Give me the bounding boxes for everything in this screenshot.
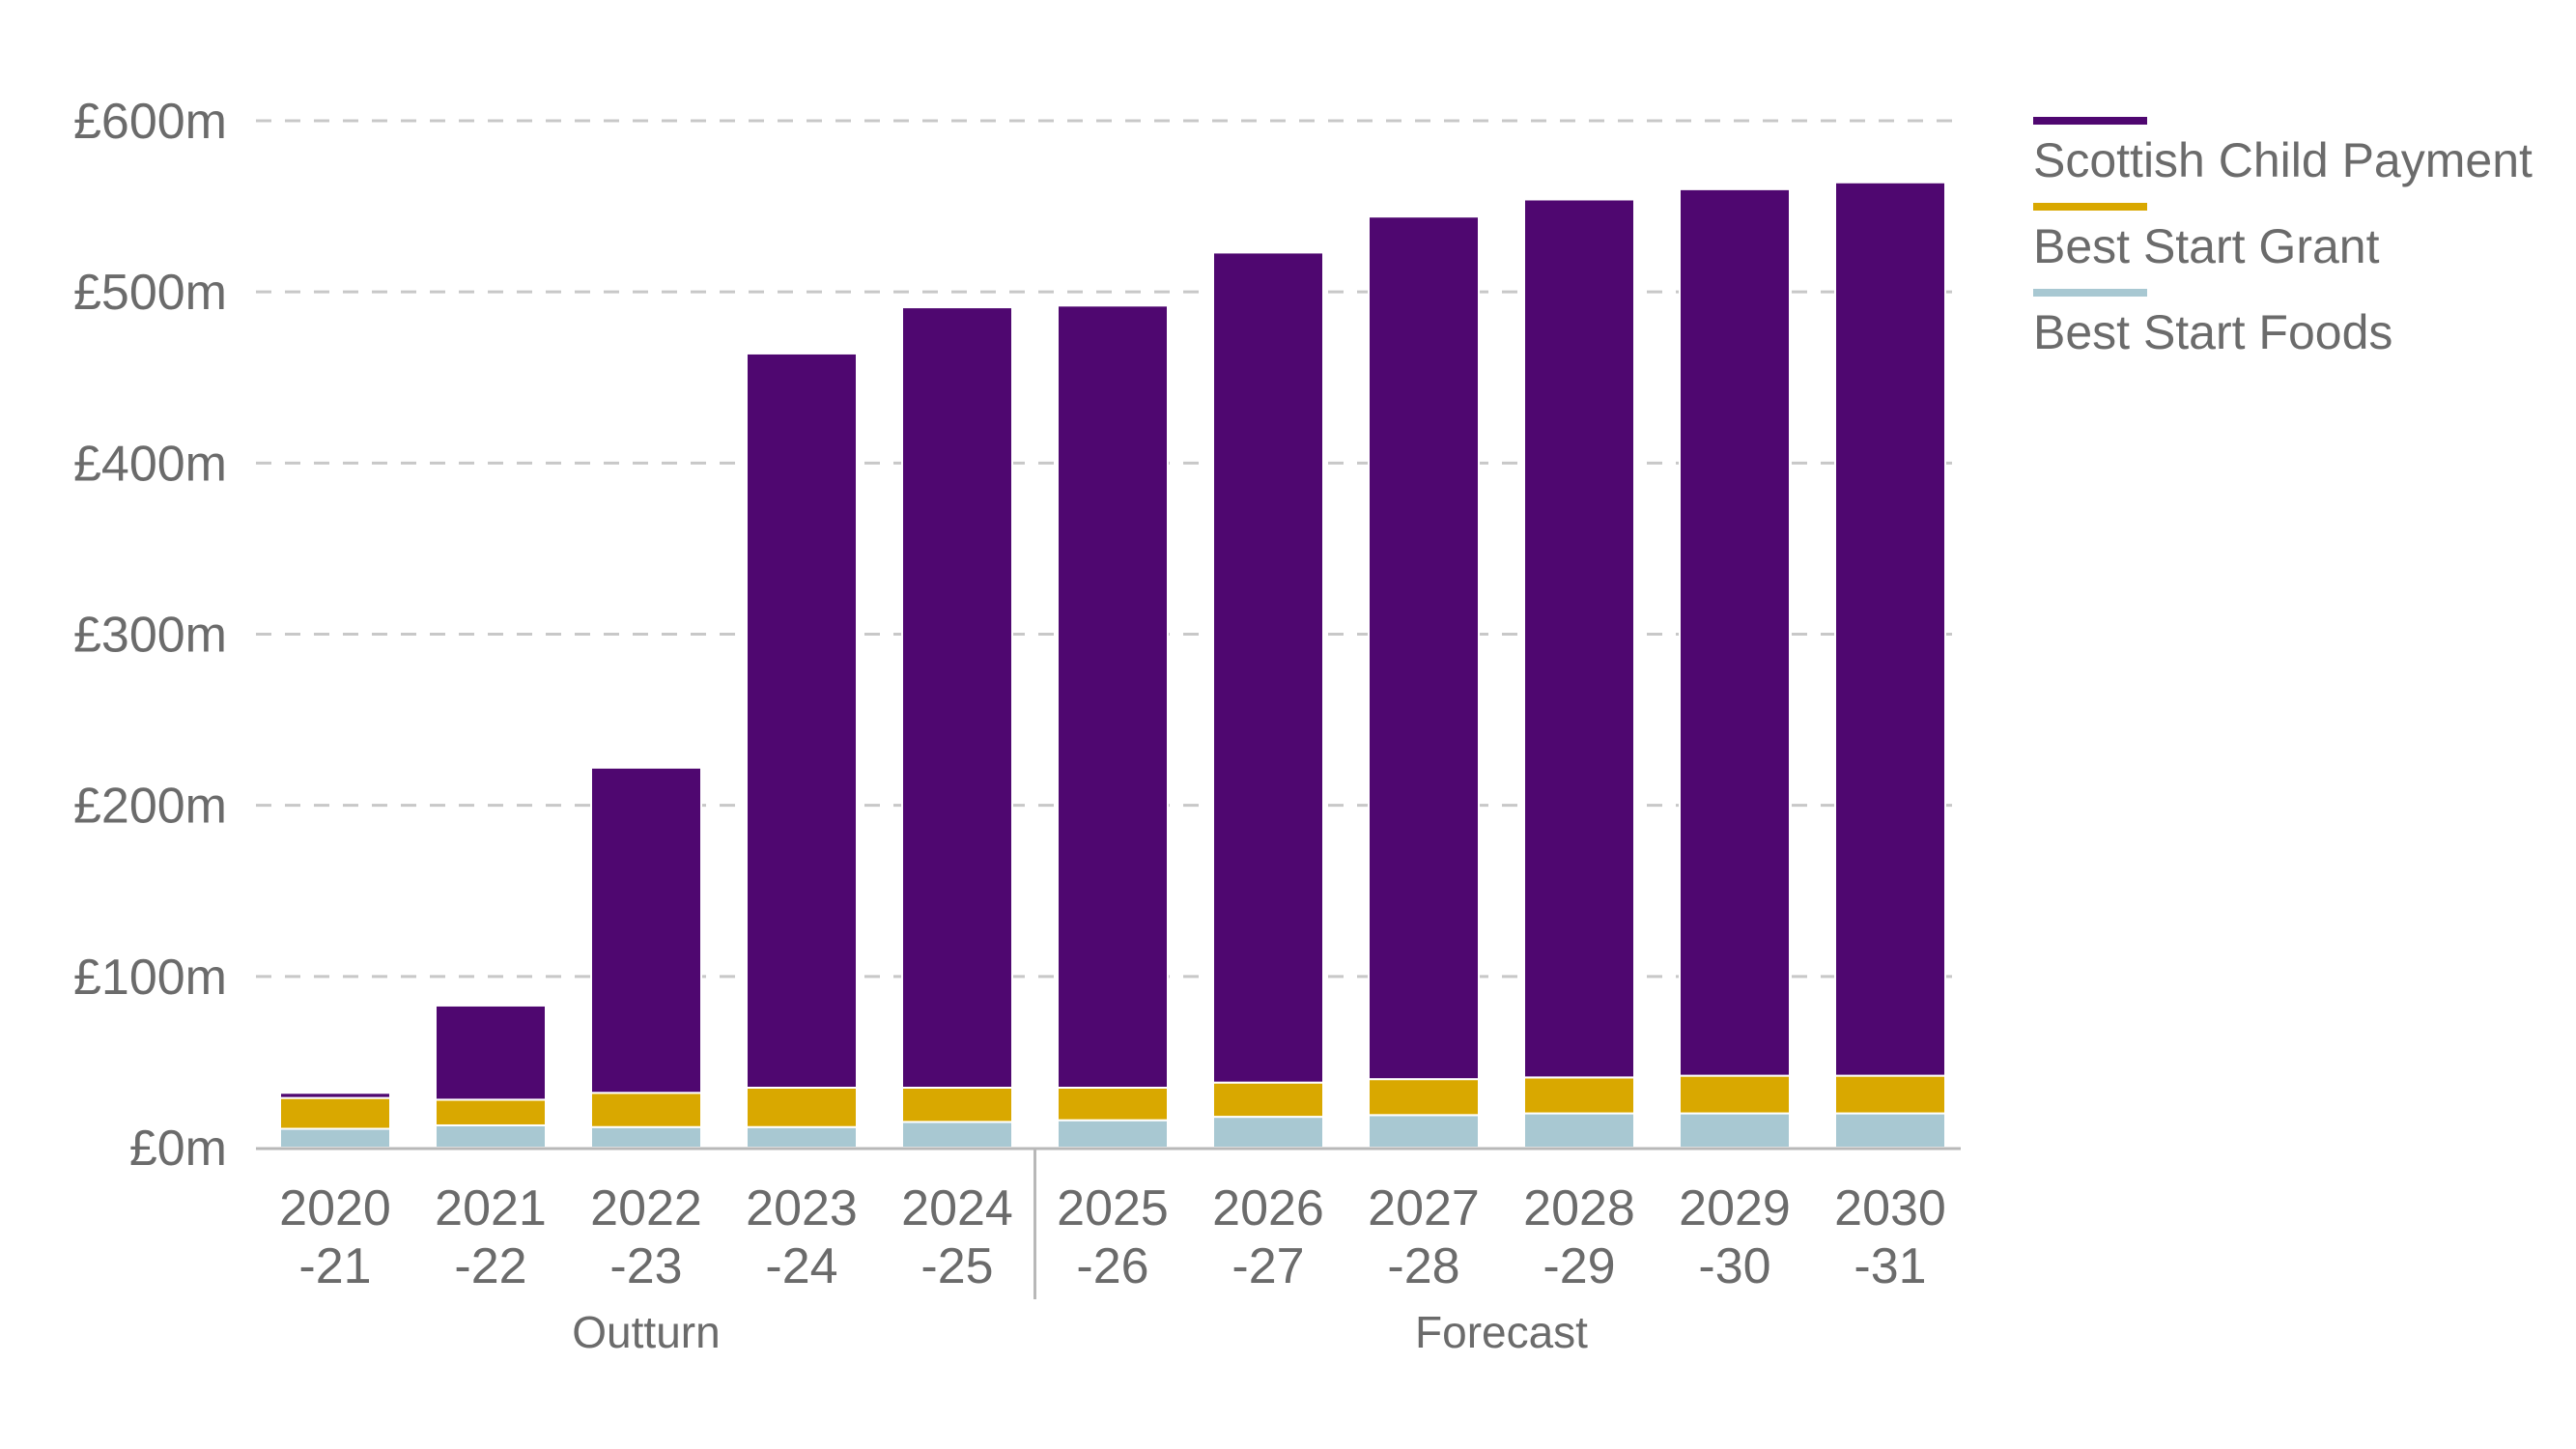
bar-segment — [1523, 1076, 1635, 1115]
bar-segment — [901, 306, 1013, 1089]
legend-label: Scottish Child Payment — [2033, 133, 2533, 187]
y-tick-label: £400m — [73, 436, 227, 492]
bar-segment — [1834, 1112, 1946, 1149]
bar-segment — [435, 1004, 547, 1101]
axes: £0m £100m £200m £300m £400m £500m £600m 2020-21… — [73, 94, 1961, 1357]
bar-segment — [590, 766, 702, 1094]
x-tick-label: 2030 — [1834, 1180, 1946, 1236]
bar-segment — [746, 352, 858, 1089]
x-tick-label: -29 — [1543, 1238, 1615, 1294]
bar-segment — [746, 1125, 858, 1149]
x-tick-label: -27 — [1231, 1238, 1304, 1294]
bar-segment — [1523, 198, 1635, 1079]
y-tick-label: £500m — [73, 265, 227, 321]
x-tick-label: 2022 — [590, 1180, 702, 1236]
x-tick-label: -24 — [765, 1238, 837, 1294]
y-tick-label: £100m — [73, 950, 227, 1006]
x-tick-label: 2027 — [1368, 1180, 1480, 1236]
y-tick-label: £0m — [129, 1121, 227, 1177]
y-tick-label: £200m — [73, 779, 227, 835]
bar-segment — [1368, 1114, 1480, 1150]
bar-segment — [1057, 304, 1169, 1089]
bar-segment — [590, 1092, 702, 1128]
legend-label: Best Start Grant — [2033, 219, 2380, 273]
bar-segment — [435, 1123, 547, 1150]
bar-segment — [901, 1086, 1013, 1123]
bar-segment — [1523, 1112, 1635, 1149]
x-tick-label: 2023 — [746, 1180, 858, 1236]
x-tick-label: 2026 — [1212, 1180, 1324, 1236]
x-tick-label: 2028 — [1523, 1180, 1635, 1236]
legend-swatch — [2033, 289, 2147, 297]
bar-segment — [1212, 251, 1324, 1084]
bar-segment — [435, 1098, 547, 1126]
x-tick-label: -22 — [454, 1238, 526, 1294]
x-tick-label: 2025 — [1057, 1180, 1169, 1236]
bar-segment — [1679, 1112, 1791, 1149]
x-tick-label: 2024 — [901, 1180, 1013, 1236]
bar-segment — [1834, 181, 1946, 1077]
bar-segment — [1679, 187, 1791, 1077]
group-label: Forecast — [1415, 1307, 1588, 1357]
x-tick-label: -26 — [1076, 1238, 1148, 1294]
bars — [279, 181, 1946, 1150]
x-tick-label: 2020 — [279, 1180, 391, 1236]
bar-segment — [1212, 1081, 1324, 1119]
bar-segment — [901, 1121, 1013, 1150]
y-tick-label: £300m — [73, 608, 227, 664]
legend-swatch — [2033, 203, 2147, 211]
bar-segment — [1679, 1074, 1791, 1115]
bar-segment — [1368, 1078, 1480, 1117]
x-tick-label: -31 — [1854, 1238, 1926, 1294]
x-tick-label: 2029 — [1679, 1180, 1791, 1236]
bar-segment — [590, 1125, 702, 1149]
legend-swatch — [2033, 117, 2147, 125]
bar-segment — [279, 1092, 391, 1099]
bar-segment — [1057, 1086, 1169, 1122]
x-tick-label: -23 — [609, 1238, 682, 1294]
group-label: Outturn — [572, 1307, 720, 1357]
legend: Scottish Child Payment Best Start Grant Be… — [2033, 117, 2533, 359]
bar-segment — [279, 1127, 391, 1150]
legend-label: Best Start Foods — [2033, 305, 2392, 359]
bar-segment — [1212, 1116, 1324, 1149]
x-tick-label: -30 — [1698, 1238, 1770, 1294]
bar-segment — [1368, 215, 1480, 1081]
bar-segment — [1834, 1074, 1946, 1115]
bar-segment — [279, 1096, 391, 1130]
x-tick-label: -25 — [920, 1238, 993, 1294]
y-tick-label: £600m — [73, 94, 227, 150]
bar-segment — [746, 1086, 858, 1128]
x-tick-label: -28 — [1387, 1238, 1459, 1294]
bar-segment — [1057, 1119, 1169, 1149]
x-tick-label: 2021 — [435, 1180, 547, 1236]
x-tick-label: -21 — [298, 1238, 371, 1294]
